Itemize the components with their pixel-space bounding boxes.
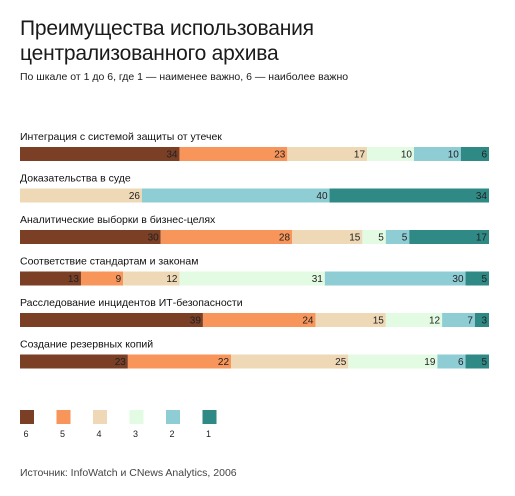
bar-segment (385, 230, 410, 244)
legend-swatch (202, 410, 217, 424)
data-label: 25 (335, 357, 347, 368)
data-label: 6 (458, 357, 464, 368)
legend-label: 6 (23, 429, 28, 439)
bar-segment (20, 313, 203, 327)
data-label: 5 (481, 274, 487, 285)
data-label: 15 (349, 233, 361, 244)
bar-segment (202, 313, 316, 327)
category-label: Создание резервных копий (20, 339, 153, 351)
bar-segment (20, 354, 128, 369)
data-label: 34 (476, 191, 488, 202)
category-label: Аналитические выборки в бизнес-целях (20, 214, 216, 226)
data-label: 13 (68, 274, 80, 285)
bar-segment (409, 230, 489, 244)
data-label: 7 (467, 316, 473, 327)
data-label: 23 (115, 357, 127, 368)
data-label: 31 (312, 274, 324, 285)
legend-label: 2 (169, 429, 174, 439)
data-label: 12 (166, 274, 178, 285)
bar-segment (474, 313, 489, 327)
chart-subtitle: По шкале от 1 до 6, где 1 — наименее важ… (20, 71, 349, 83)
bar-segment (20, 230, 161, 244)
data-label: 9 (116, 274, 122, 285)
bars-layer: Интеграция с системой защиты от утечек34… (20, 131, 489, 369)
data-label: 6 (481, 150, 487, 161)
bar-segment (287, 147, 368, 161)
bar-segment (292, 230, 363, 244)
legend-label: 4 (96, 429, 101, 439)
bar-segment (367, 147, 414, 161)
legend: 6 5 4 3 2 1 (20, 410, 217, 439)
data-label: 15 (373, 316, 385, 327)
data-label: 12 (429, 316, 441, 327)
bar-segment (141, 188, 330, 203)
data-label: 28 (279, 233, 291, 244)
bar-segment (20, 147, 180, 161)
data-label: 30 (452, 274, 464, 285)
bar-segment (179, 271, 325, 286)
chart-title: Преимущества использования централизован… (20, 17, 314, 65)
data-label: 24 (302, 316, 314, 327)
data-label: 30 (148, 233, 160, 244)
category-label: Доказательства в суде (20, 173, 131, 185)
bar-segment (179, 147, 288, 161)
category-label: Интеграция с системой защиты от утечек (20, 131, 222, 143)
bar-segment (460, 147, 489, 161)
legend-label: 5 (60, 429, 65, 439)
bar-segment (231, 354, 349, 369)
data-label: 17 (476, 233, 488, 244)
bar-segment (20, 188, 142, 203)
bar-segment (348, 354, 438, 369)
data-label: 39 (190, 316, 202, 327)
bar-segment (315, 313, 386, 327)
bar-segment (442, 313, 475, 327)
bar-segment (465, 354, 489, 369)
bar-segment (160, 230, 293, 244)
category-label: Соответствие стандартам и законам (20, 256, 198, 268)
legend-swatch (166, 410, 180, 424)
data-label: 22 (218, 357, 230, 368)
legend-swatch (93, 410, 107, 424)
bar-segment (362, 230, 386, 244)
data-label: 5 (378, 233, 384, 244)
bar-segment (413, 147, 461, 161)
data-label: 10 (401, 150, 413, 161)
legend-swatch (20, 410, 34, 424)
data-label: 26 (129, 191, 141, 202)
data-label: 10 (448, 150, 460, 161)
bar-segment (329, 188, 489, 203)
bar-segment (20, 271, 81, 286)
bar-segment (324, 271, 466, 286)
data-label: 17 (354, 150, 366, 161)
data-label: 40 (316, 191, 328, 202)
bar-segment (465, 271, 489, 286)
data-label: 34 (166, 150, 178, 161)
bar-segment (127, 354, 232, 369)
legend-swatch (129, 410, 144, 424)
data-label: 5 (402, 233, 408, 244)
bar-segment (80, 271, 124, 286)
legend-label: 3 (133, 429, 138, 439)
data-label: 23 (274, 150, 286, 161)
bar-segment (437, 354, 466, 369)
source-note: Источник: InfoWatch и CNews Analytics, 2… (20, 467, 237, 479)
data-label: 19 (424, 357, 436, 368)
legend-label: 1 (206, 429, 211, 439)
data-label: 5 (481, 357, 487, 368)
bar-segment (123, 271, 180, 286)
data-label: 3 (481, 316, 487, 327)
legend-swatch (56, 410, 71, 424)
category-label: Расследование инцидентов ИТ-безопасности (20, 297, 243, 309)
bar-segment (385, 313, 443, 327)
